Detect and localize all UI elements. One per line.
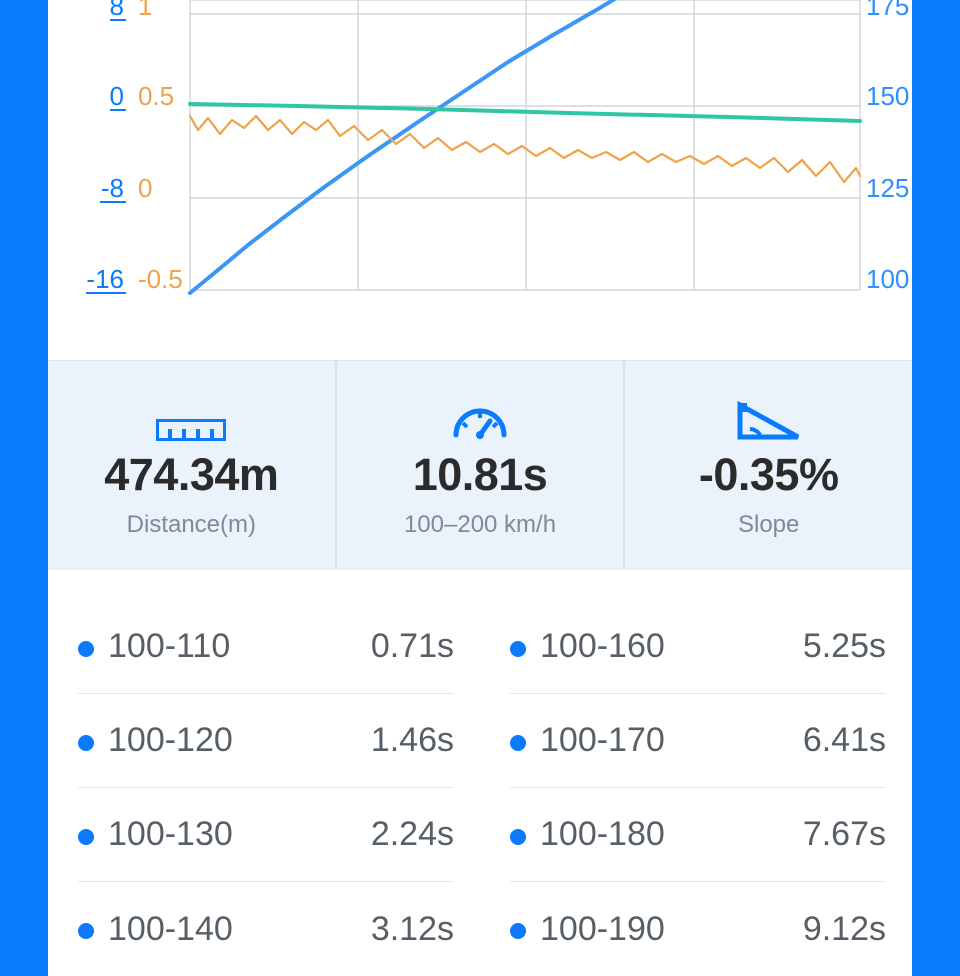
results-panel: 80-8-1610.50-0.5175150125100 474.34m Dis…: [48, 0, 912, 976]
axis-tick: 1: [138, 0, 152, 22]
bullet-icon: [510, 641, 526, 657]
distance-label: Distance(m): [127, 511, 256, 539]
split-row: 100-1403.12s: [78, 882, 454, 976]
time-label: 100–200 km/h: [404, 511, 556, 539]
line-chart: [48, 0, 912, 300]
split-time: 6.41s: [803, 721, 886, 760]
split-time: 7.67s: [803, 815, 886, 854]
split-row: 100-1605.25s: [510, 600, 886, 694]
axis-tick: 0: [110, 81, 124, 112]
time-value: 10.81s: [413, 449, 548, 501]
split-range: 100-140: [108, 910, 371, 949]
split-row: 100-1909.12s: [510, 882, 886, 976]
bullet-icon: [78, 923, 94, 939]
bullet-icon: [78, 641, 94, 657]
split-time: 9.12s: [803, 910, 886, 949]
bullet-icon: [510, 735, 526, 751]
split-row: 100-1201.46s: [78, 694, 454, 788]
split-time: 3.12s: [371, 910, 454, 949]
stat-distance: 474.34m Distance(m): [48, 361, 337, 569]
split-column-right: 100-1605.25s100-1706.41s100-1807.67s100-…: [480, 600, 912, 976]
split-range: 100-160: [540, 627, 803, 666]
ruler-icon: [156, 397, 226, 441]
split-time: 5.25s: [803, 627, 886, 666]
split-time: 1.46s: [371, 721, 454, 760]
axis-tick: 0: [138, 173, 152, 204]
axis-tick: -16: [86, 264, 124, 295]
slope-icon: [736, 397, 802, 441]
split-range: 100-130: [108, 815, 371, 854]
axis-tick: -8: [101, 173, 124, 204]
stat-slope: -0.35% Slope: [625, 361, 912, 569]
split-range: 100-190: [540, 910, 803, 949]
split-row: 100-1807.67s: [510, 788, 886, 882]
split-range: 100-110: [108, 627, 371, 666]
split-time: 2.24s: [371, 815, 454, 854]
split-row: 100-1706.41s: [510, 694, 886, 788]
stat-time: 10.81s 100–200 km/h: [337, 361, 626, 569]
bullet-icon: [78, 735, 94, 751]
axis-tick: 125: [866, 173, 909, 204]
split-row: 100-1302.24s: [78, 788, 454, 882]
chart-area: 80-8-1610.50-0.5175150125100: [48, 0, 912, 360]
axis-tick: 100: [866, 264, 909, 295]
axis-tick: 150: [866, 81, 909, 112]
gauge-icon: [450, 397, 510, 441]
series-speed: [190, 0, 623, 293]
split-range: 100-170: [540, 721, 803, 760]
split-time: 0.71s: [371, 627, 454, 666]
split-column-left: 100-1100.71s100-1201.46s100-1302.24s100-…: [48, 600, 480, 976]
axis-tick: -0.5: [138, 264, 183, 295]
axis-tick: 0.5: [138, 81, 174, 112]
split-range: 100-180: [540, 815, 803, 854]
slope-label: Slope: [738, 511, 799, 539]
bullet-icon: [510, 829, 526, 845]
bullet-icon: [78, 829, 94, 845]
split-row: 100-1100.71s: [78, 600, 454, 694]
axis-tick: 175: [866, 0, 909, 22]
series-gforce: [190, 116, 860, 182]
slope-value: -0.35%: [699, 449, 839, 501]
bullet-icon: [510, 923, 526, 939]
split-range: 100-120: [108, 721, 371, 760]
distance-value: 474.34m: [104, 449, 278, 501]
split-times: 100-1100.71s100-1201.46s100-1302.24s100-…: [48, 570, 912, 976]
summary-stats: 474.34m Distance(m) 10.81s 100–200 km/h: [48, 360, 912, 570]
